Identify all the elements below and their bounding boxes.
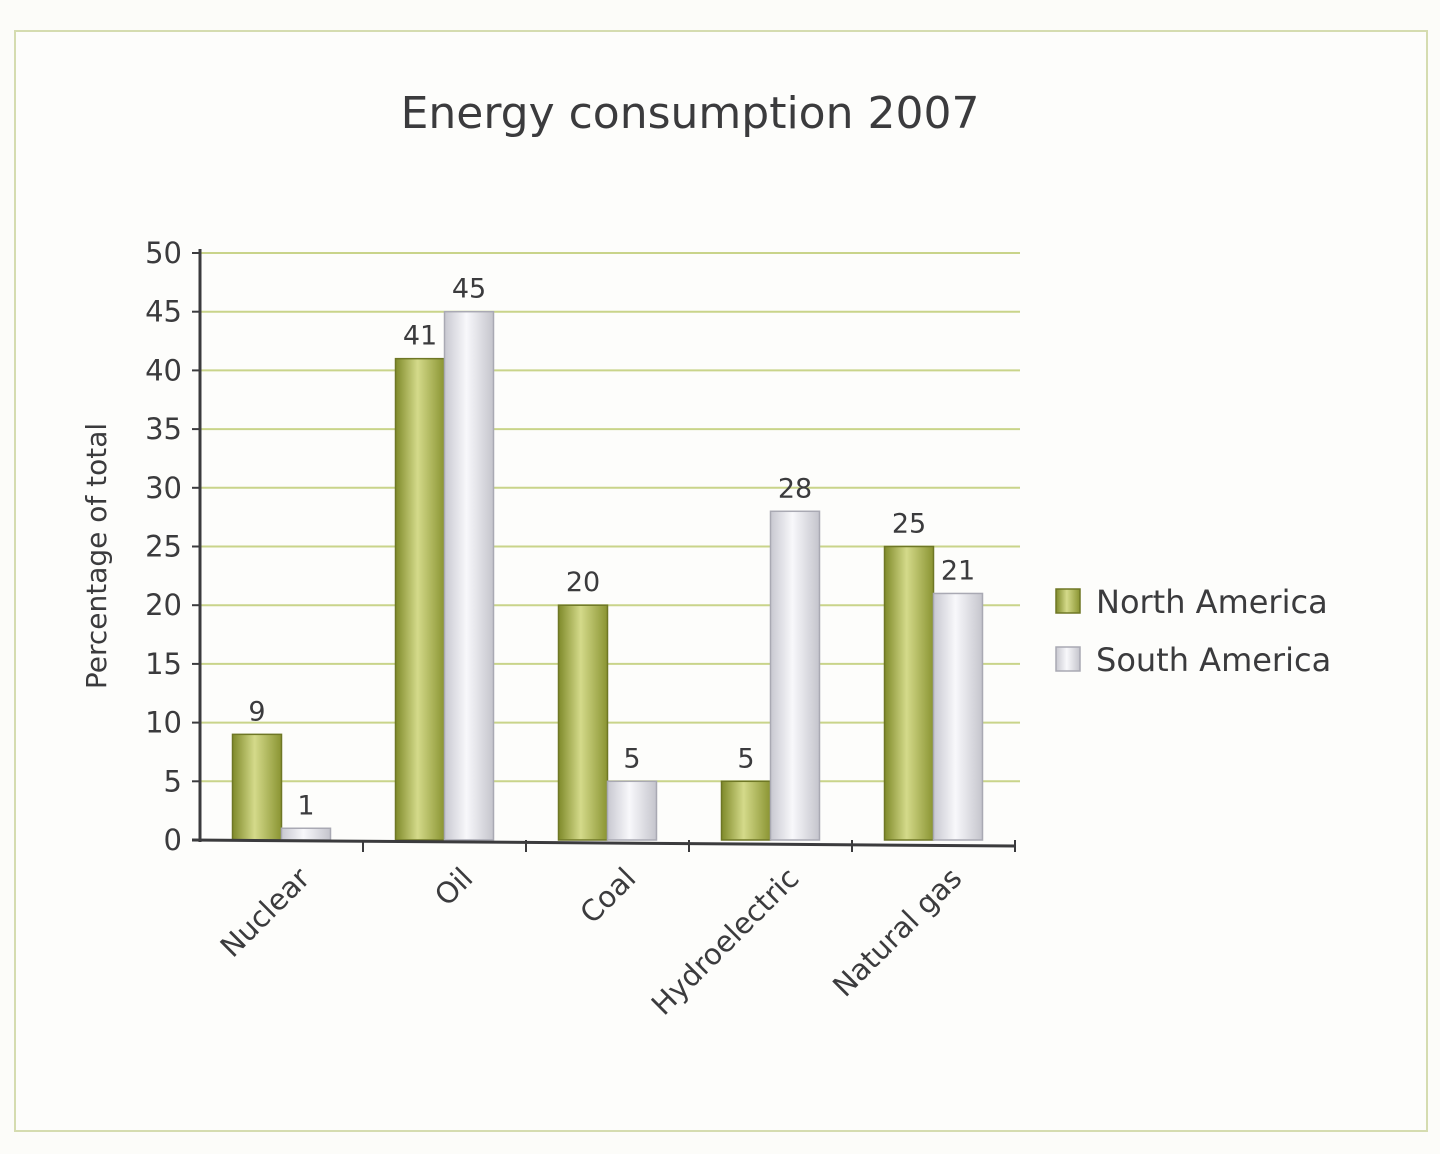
y-tick-label: 5 — [164, 764, 182, 798]
gridlines — [200, 252, 1020, 783]
bar-south-america — [443, 310, 495, 841]
y-tick-label: 25 — [145, 530, 182, 564]
x-tick-label: Natural gas — [826, 861, 968, 1003]
x-axis-line — [191, 838, 1016, 848]
bar-north-america — [557, 604, 609, 841]
y-tick-label: 0 — [164, 823, 182, 857]
legend-label: North America — [1096, 583, 1328, 621]
chart-frame — [14, 30, 1428, 1132]
y-tick-label: 20 — [145, 588, 182, 622]
y-tick-label: 10 — [145, 706, 182, 740]
data-label: 5 — [623, 743, 640, 774]
x-tick-label: Coal — [573, 861, 642, 930]
x-tick-label: Nuclear — [213, 861, 316, 964]
y-axis-label: Percentage of total — [80, 423, 113, 689]
y-tick-label: 35 — [145, 412, 182, 446]
axes — [191, 249, 1016, 852]
bar-south-america — [932, 592, 984, 841]
chart-title: Energy consumption 2007 — [401, 88, 980, 139]
data-label: 1 — [297, 790, 314, 821]
bar-north-america — [720, 780, 772, 841]
x-tick-label: Hydroelectric — [645, 861, 806, 1022]
data-label: 28 — [778, 473, 812, 504]
bar-north-america — [883, 545, 935, 841]
bar-south-america — [280, 827, 332, 841]
y-tick-label: 15 — [145, 647, 182, 681]
y-tick-label: 50 — [145, 236, 182, 270]
bar-north-america — [394, 357, 446, 841]
y-tick-label: 40 — [145, 353, 182, 387]
legend-swatch-north-america — [1055, 588, 1081, 614]
y-tick-label: 45 — [145, 295, 182, 329]
bar-north-america — [231, 733, 283, 841]
legend-label: South America — [1096, 641, 1331, 679]
legend-swatch-south-america — [1055, 646, 1081, 672]
data-label: 9 — [248, 696, 265, 727]
bar-south-america — [606, 780, 658, 841]
data-label: 25 — [892, 509, 926, 540]
data-label: 20 — [566, 567, 600, 598]
legend: North America South America — [1055, 583, 1331, 679]
data-label: 21 — [941, 555, 975, 586]
bars — [231, 310, 984, 841]
x-tick-label: Oil — [428, 861, 480, 913]
data-label: 45 — [452, 274, 486, 305]
data-label: 41 — [403, 321, 437, 352]
data-label: 5 — [737, 743, 754, 774]
y-tick-label: 30 — [145, 471, 182, 505]
bar-south-america — [769, 510, 821, 841]
